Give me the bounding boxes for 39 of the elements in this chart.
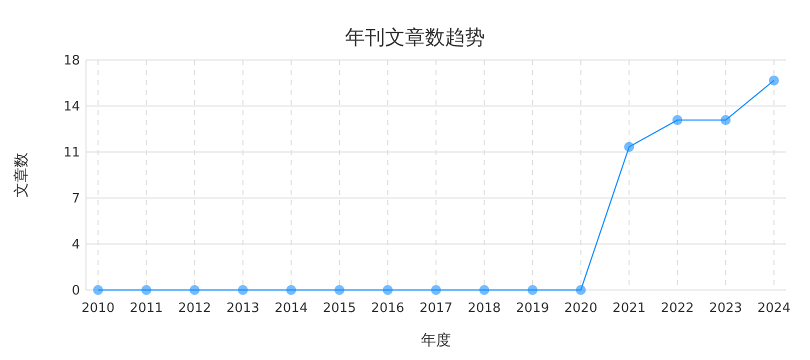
y-tick-label: 11 [63,146,80,160]
point [479,285,490,295]
point [624,142,634,152]
point [238,285,248,295]
point [382,285,393,295]
point [768,75,779,86]
x-tick-label: 2016 [371,301,404,316]
chart-title: 年刊文章数趋势 [345,25,485,49]
point [334,285,344,295]
y-axis-title: 文章数 [12,152,30,198]
x-axis-title: 年度 [421,331,451,349]
x-tick-label: 2017 [419,301,453,316]
x-tick-label: 2018 [468,301,501,316]
point [93,285,104,295]
y-tick-label: 18 [63,54,80,68]
point [141,285,152,295]
x-tick-label: 2020 [564,301,598,316]
point [720,115,731,126]
point [528,285,538,295]
point [431,285,441,295]
x-tick-label: 2015 [322,301,356,316]
x-tick-label: 2014 [274,301,308,316]
y-tick-label: 7 [72,192,80,206]
point [286,285,296,295]
x-tick-label: 2023 [709,301,742,316]
point [576,285,586,295]
x-tick-label: 2021 [612,301,646,316]
x-tick-label: 2024 [757,301,790,316]
x-tick-label: 2012 [178,301,212,316]
y-tick-label: 0 [72,284,80,298]
y-tick-label: 14 [63,100,80,114]
x-tick-label: 2022 [660,301,694,316]
y-tick-label: 4 [72,238,80,252]
x-tick-label: 2010 [82,301,115,316]
point [190,285,200,295]
point [672,115,682,126]
x-tick-label: 2013 [226,301,260,316]
x-tick-label: 2011 [130,301,163,316]
x-tick-label: 2019 [516,301,550,316]
